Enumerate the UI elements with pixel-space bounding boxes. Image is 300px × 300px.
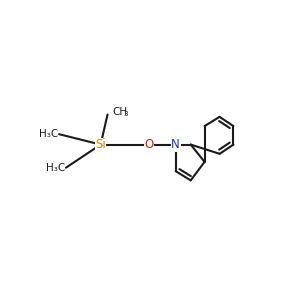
- Text: 3: 3: [124, 111, 128, 117]
- Text: O: O: [145, 138, 154, 151]
- Text: N: N: [171, 138, 180, 151]
- Text: Si: Si: [95, 138, 106, 151]
- Text: H₃C: H₃C: [39, 129, 58, 139]
- Text: H₃C: H₃C: [46, 163, 65, 173]
- Text: CH: CH: [112, 107, 127, 117]
